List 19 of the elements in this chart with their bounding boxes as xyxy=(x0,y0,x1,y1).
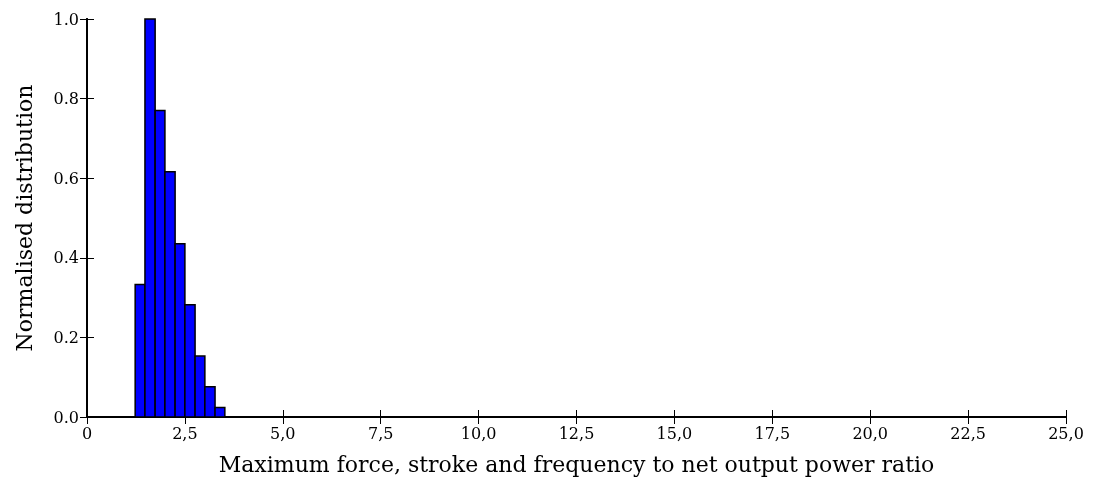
x-tick-label: 7,5 xyxy=(367,423,394,443)
y-tick-label: 0.0 xyxy=(53,407,79,427)
x-tick-label: 22,5 xyxy=(950,423,986,443)
y-tick-label: 0.6 xyxy=(53,168,79,188)
y-tick-label: 0.2 xyxy=(53,327,79,347)
x-tick-label: 20,0 xyxy=(852,423,889,443)
x-axis-title: Maximum force, stroke and frequency to net output power ratio xyxy=(218,451,935,477)
x-tick-label: 5,0 xyxy=(270,423,296,443)
x-tick-label: 12,5 xyxy=(558,423,595,443)
x-tick-label: 2,5 xyxy=(172,423,198,443)
x-tick-label: 0 xyxy=(81,423,93,443)
x-tick-label: 25,0 xyxy=(1048,423,1084,443)
y-tick-label: 0.4 xyxy=(53,248,79,268)
x-tick-label: 15,0 xyxy=(656,423,693,443)
x-tick-label: 17,5 xyxy=(754,423,791,443)
x-tick-label: 10,0 xyxy=(460,423,497,443)
y-axis-title: Normalised distribution xyxy=(11,84,37,352)
y-tick-label: 1.0 xyxy=(53,9,79,29)
y-tick-label: 0.8 xyxy=(53,89,79,109)
